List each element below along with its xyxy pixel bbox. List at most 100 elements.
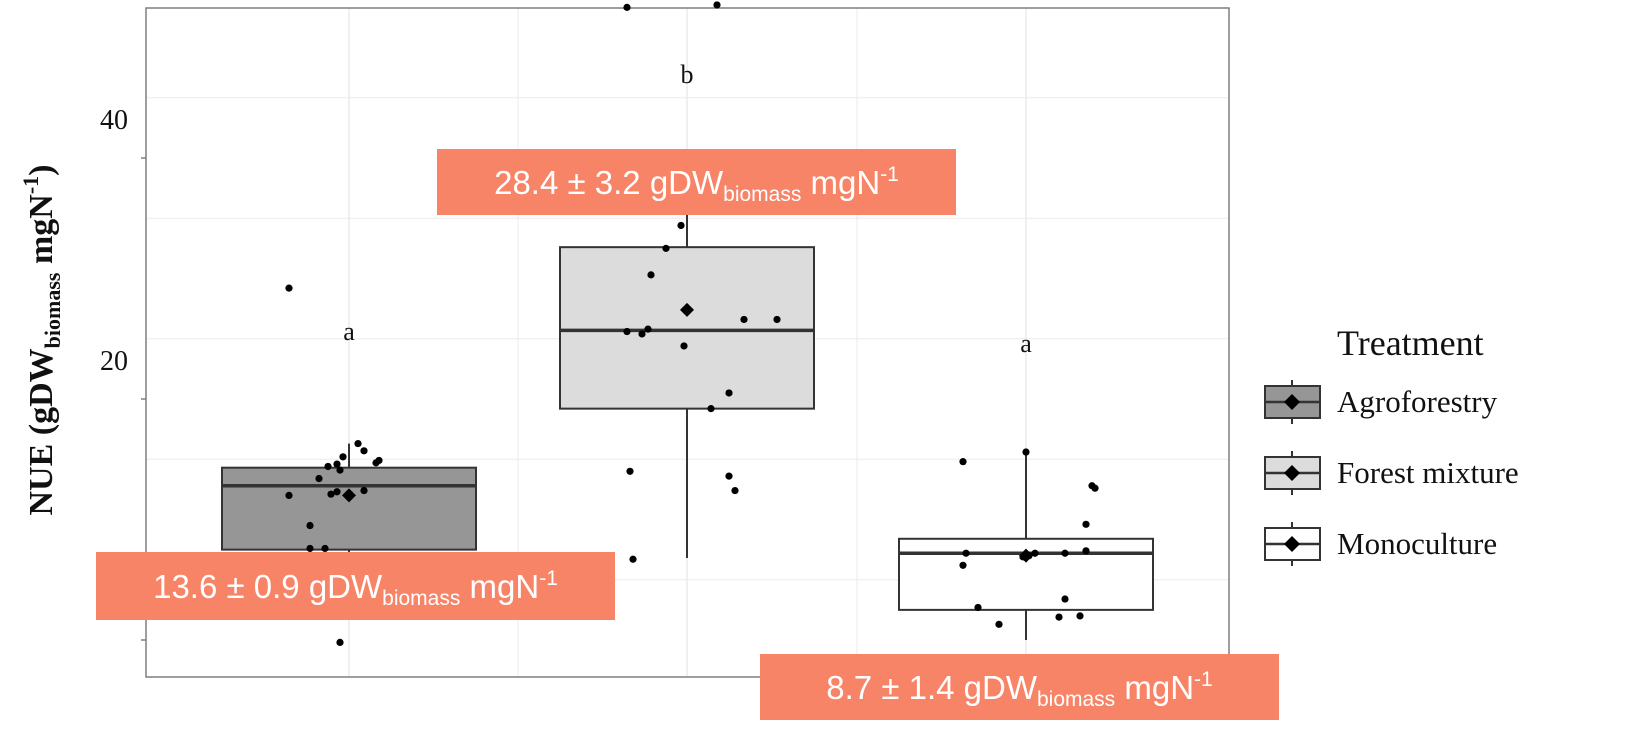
data-point xyxy=(995,620,1003,628)
data-point xyxy=(336,638,344,647)
mean-diamond xyxy=(342,488,356,503)
data-point xyxy=(333,460,341,468)
data-point xyxy=(354,439,362,448)
data-point xyxy=(321,544,329,553)
mean-label-value: 8.7 ± 1.4 gDW xyxy=(826,669,1038,706)
data-point xyxy=(773,315,781,324)
significance-letter: b xyxy=(681,60,694,89)
mean-label-unit: mgN xyxy=(801,164,880,201)
y-axis-title-unit: mgN xyxy=(23,194,60,273)
legend-title: Treatment xyxy=(1337,323,1484,363)
data-point xyxy=(962,549,970,557)
data-point xyxy=(1031,549,1039,557)
data-point xyxy=(623,3,631,11)
mean-label-agroforestry: 13.6 ± 0.9 gDWbiomass mgN-1 xyxy=(96,552,615,620)
data-point xyxy=(626,467,634,475)
legend-item-agroforestry: Agroforestry xyxy=(1264,380,1498,424)
data-point xyxy=(1076,612,1084,620)
mean-label-value: 13.6 ± 0.9 gDW xyxy=(153,568,383,605)
box-agroforestry xyxy=(221,443,477,574)
data-point xyxy=(306,544,314,553)
significance-letter: a xyxy=(1020,329,1032,358)
mean-label-box xyxy=(760,654,1279,720)
data-point xyxy=(360,447,368,455)
y-axis-title: NUE (gDWbiomass mgN-1) xyxy=(18,164,65,515)
mean-label-value: 28.4 ± 3.2 gDW xyxy=(494,164,724,201)
mean-labels: 13.6 ± 0.9 gDWbiomass mgN-128.4 ± 3.2 gD… xyxy=(96,149,1279,720)
y-axis-title-superscript: -1 xyxy=(18,176,43,194)
legend-label: Monoculture xyxy=(1337,526,1497,561)
data-point xyxy=(1019,553,1027,561)
mean-label-text: 13.6 ± 0.9 gDWbiomass mgN-1 xyxy=(153,567,558,610)
data-point xyxy=(1061,549,1069,557)
legend-diamond xyxy=(1284,536,1300,552)
data-point xyxy=(644,325,652,333)
data-point xyxy=(959,458,967,466)
mean-label-box xyxy=(437,149,956,215)
legend-diamond xyxy=(1284,465,1300,481)
data-point xyxy=(638,330,646,338)
data-point xyxy=(285,284,293,292)
legend-label: Forest mixture xyxy=(1337,455,1519,490)
data-point xyxy=(324,462,332,471)
data-point xyxy=(959,561,967,569)
y-axis-title-main: NUE (gDW xyxy=(23,348,60,515)
y-axis-title-text: NUE (gDWbiomass mgN-1) xyxy=(18,164,65,515)
plot-border xyxy=(145,7,1230,678)
data-point xyxy=(285,491,293,499)
data-point xyxy=(336,466,344,474)
y-tick-label: 20 xyxy=(100,346,128,377)
data-point xyxy=(629,555,637,563)
mean-label-superscript: -1 xyxy=(1194,668,1213,691)
data-point xyxy=(327,490,335,498)
data-point xyxy=(725,472,733,480)
legend-item-monoculture: Monoculture xyxy=(1264,522,1497,566)
mean-label-forest-mixture: 28.4 ± 3.2 gDWbiomass mgN-1 xyxy=(437,149,956,215)
data-point xyxy=(375,456,383,465)
mean-label-text: 28.4 ± 3.2 gDWbiomass mgN-1 xyxy=(494,163,899,206)
data-point xyxy=(1082,520,1090,528)
box-iqr xyxy=(221,466,477,551)
significance-letter: a xyxy=(343,317,355,346)
data-point xyxy=(1025,552,1033,560)
legend-item-forest-mixture: Forest mixture xyxy=(1264,451,1519,495)
data-point xyxy=(725,389,733,397)
mean-diamond xyxy=(680,302,694,317)
mean-label-subscript: biomass xyxy=(382,587,460,610)
mean-label-superscript: -1 xyxy=(539,567,558,590)
box-monoculture xyxy=(898,452,1154,640)
mean-label-monoculture: 8.7 ± 1.4 gDWbiomass mgN-1 xyxy=(760,654,1279,720)
y-axis-title-end: ) xyxy=(23,164,60,175)
mean-label-text: 8.7 ± 1.4 gDWbiomass mgN-1 xyxy=(826,668,1212,711)
y-axis-title-subscript: biomass xyxy=(40,272,65,348)
significance-letters: a b a xyxy=(343,60,1032,358)
mean-label-unit: mgN xyxy=(460,568,539,605)
mean-label-subscript: biomass xyxy=(1037,688,1115,711)
data-point xyxy=(974,603,982,612)
data-point xyxy=(647,271,655,279)
legend: Treatment Agroforestry Forest mixture Monoc… xyxy=(1264,323,1519,566)
legend-diamond xyxy=(1284,394,1300,410)
data-point xyxy=(1082,547,1090,555)
box-iqr xyxy=(559,246,815,410)
mean-label-box xyxy=(96,552,615,620)
data-point xyxy=(662,244,670,252)
data-point xyxy=(339,453,347,461)
data-point xyxy=(360,486,368,495)
data-point xyxy=(677,221,685,230)
data-point xyxy=(315,474,323,483)
data-point xyxy=(1022,448,1030,456)
box-forest-mixture xyxy=(559,178,815,559)
data-point xyxy=(1091,484,1099,492)
data-point xyxy=(623,327,631,336)
data-point xyxy=(707,405,715,413)
data-point xyxy=(306,521,314,530)
data-point xyxy=(1061,595,1069,603)
legend-label: Agroforestry xyxy=(1337,384,1498,419)
mean-label-unit: mgN xyxy=(1115,669,1194,706)
data-point xyxy=(731,486,739,495)
data-point xyxy=(680,342,688,350)
mean-label-superscript: -1 xyxy=(880,163,899,186)
y-tick-label: 40 xyxy=(100,105,128,136)
